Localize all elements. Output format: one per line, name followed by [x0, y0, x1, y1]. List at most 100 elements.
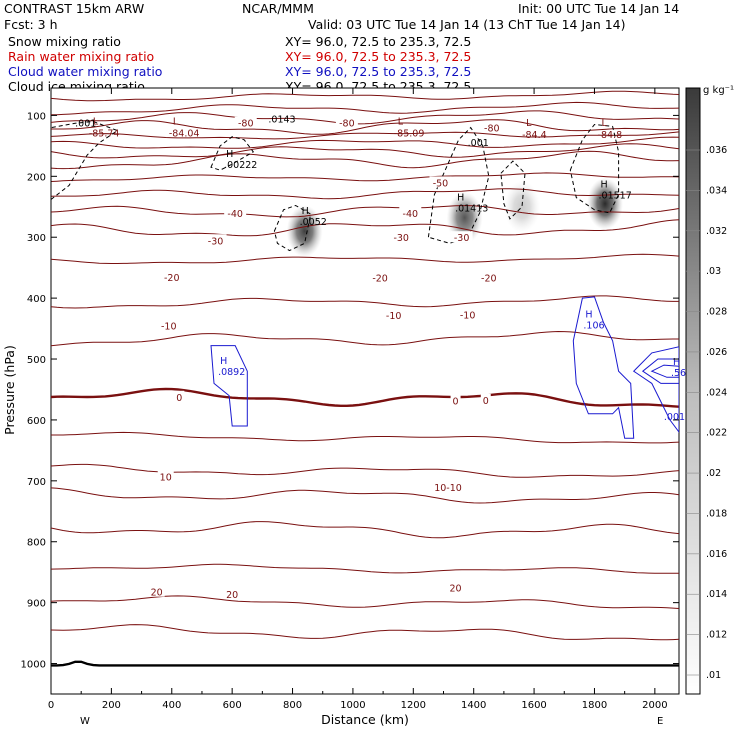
maximum-mark-6: H: [673, 357, 680, 368]
terrain-line: [51, 660, 679, 667]
maximum-value-3: .00222: [224, 160, 257, 171]
colorbar: [685, 87, 701, 695]
cloud-ice-contour-0: [51, 120, 119, 201]
x-tick-label-7: 1400: [461, 700, 486, 711]
y-axis-title: Pressure (hPa): [2, 345, 17, 435]
isotherm-line-9: [51, 188, 679, 200]
isotherm-line-7: [51, 150, 679, 170]
maximum-mark-3: H: [226, 149, 233, 160]
isotherm-line-21: [51, 595, 679, 609]
x-axis: 0 200 400 600 800 1000 1200 1400 1600 1800 2000: [48, 88, 668, 711]
temp-label-8: -30: [454, 233, 470, 244]
cloud-water-contour-0: [210, 345, 248, 427]
temp-label-bg-17: [480, 393, 491, 405]
contour-label-1: .001: [468, 138, 489, 149]
isotherm-line-4: [51, 131, 679, 140]
colorbar-tick-label-4: .018: [706, 508, 727, 519]
x-tick-label-2: 400: [162, 700, 181, 711]
isotherm-line-13: [51, 295, 679, 309]
center-credit: NCAR/MMM: [242, 1, 314, 16]
isotherm-line-1: [51, 101, 679, 116]
y-tick-label-6: 700: [27, 477, 46, 488]
model-title: CONTRAST 15km ARW: [4, 1, 144, 16]
overlay-layer: -80 -80 -80 -50 -40 -40 -30 -30 -30 -20 -20 -20 -10 -…: [75, 115, 692, 601]
x-tick-label-6: 1200: [401, 700, 426, 711]
temp-label-bg-13: [382, 309, 405, 321]
colorbar-tick-label-11: .032: [706, 226, 727, 237]
maximum-value-5: .106: [583, 321, 604, 332]
contour-label-2: .0143: [268, 115, 295, 126]
maximum-value-6: .561: [671, 368, 692, 379]
isotherm-line-5: [51, 136, 679, 149]
y-tick-label-2: 300: [27, 233, 46, 244]
colorbar-tick-label-5: .02: [706, 468, 721, 479]
temp-label-20: 20: [151, 588, 163, 599]
temp-label-0: -80: [238, 119, 254, 130]
colorbar-tick-label-3: .016: [706, 549, 727, 560]
snow-maximum-3: [504, 180, 540, 233]
cloud-water-contour-1: [572, 296, 635, 439]
low-center-mark-0: L: [93, 116, 99, 127]
isotherm-line-11: [51, 219, 679, 237]
temp-label-16: 0: [453, 396, 459, 407]
isotherm-line-14: [51, 330, 679, 347]
temp-label-22: 20: [450, 583, 462, 594]
isotherm-line-17: [51, 463, 679, 478]
field-cloudwater-xy: XY= 96.0, 72.5 to 235.3, 72.5: [285, 64, 471, 79]
colorbar-tick-label-0: .01: [706, 670, 721, 681]
temp-label-bg-6: [204, 234, 227, 246]
temp-label-bg-20: [148, 585, 165, 597]
temp-label-10: -20: [372, 273, 388, 284]
isotherm-line-22: [51, 624, 679, 641]
low-center-mark-1: L: [173, 116, 179, 127]
temp-label-21: 20: [226, 590, 238, 601]
x-tick-label-8: 1600: [521, 700, 546, 711]
low-center-mark-4: L: [602, 118, 608, 129]
temp-label-17: 0: [483, 396, 489, 407]
y-tick-label-8: 900: [27, 599, 46, 610]
isotherm-line-3: [51, 119, 679, 135]
isotherm-line-20: [51, 563, 679, 574]
maximum-mark-2: H: [601, 179, 608, 190]
temp-label-bg-15: [174, 390, 185, 402]
freezing-level-line: [51, 387, 679, 408]
low-center-mark-2: L: [398, 116, 404, 127]
maximum-value-4: .0892: [218, 367, 245, 378]
field-snow-xy: XY= 96.0, 72.5 to 235.3, 72.5: [285, 34, 471, 49]
maximum-mark-4: H: [220, 356, 227, 367]
snow-maximum-0: [286, 205, 323, 258]
temp-label-bg-8: [450, 231, 473, 243]
y-tick-label-7: 800: [27, 538, 46, 549]
maximum-value-1: .01413: [455, 204, 488, 215]
maximum-value-0: .0052: [300, 217, 327, 228]
temp-label-bg-16: [450, 394, 461, 406]
y-tick-label-5: 600: [27, 416, 46, 427]
east-label: E: [657, 716, 663, 727]
y-tick-label-4: 500: [27, 355, 46, 366]
colorbar-tick-label-7: .024: [706, 387, 727, 398]
temp-label-5: -40: [403, 209, 419, 220]
low-center-value-4: -84.8: [598, 130, 623, 141]
cloud-water-contour-3: [641, 358, 679, 384]
isotherm-line-19: [51, 521, 679, 539]
temp-label-11: -20: [481, 273, 497, 284]
temp-label-bg-5: [399, 206, 422, 218]
maximum-mark-1: H: [457, 193, 464, 204]
x-tick-label-4: 800: [283, 700, 302, 711]
temp-label-bg-2: [480, 121, 503, 133]
cloud-ice-contour-3: [427, 126, 490, 244]
init-time: Init: 00 UTC Tue 14 Jan 14: [518, 1, 679, 16]
x-axis-title: Distance (km): [321, 712, 409, 727]
cloud-ice-contour-1: [210, 136, 255, 171]
temp-label-12: -10: [161, 322, 177, 333]
contour-label-3: .001: [664, 412, 685, 423]
x-tick-label-9: 1800: [582, 700, 607, 711]
low-center-mark-3: L: [526, 118, 532, 129]
field-cloudwater-name: Cloud water mixing ratio: [8, 64, 162, 79]
temp-label-4: -40: [227, 209, 243, 220]
y-tick-label-1: 200: [27, 172, 46, 183]
isotherm-line-8: [51, 172, 679, 182]
low-center-value-1: -84.04: [169, 128, 200, 139]
cloud-water-contour-2: [632, 346, 679, 433]
